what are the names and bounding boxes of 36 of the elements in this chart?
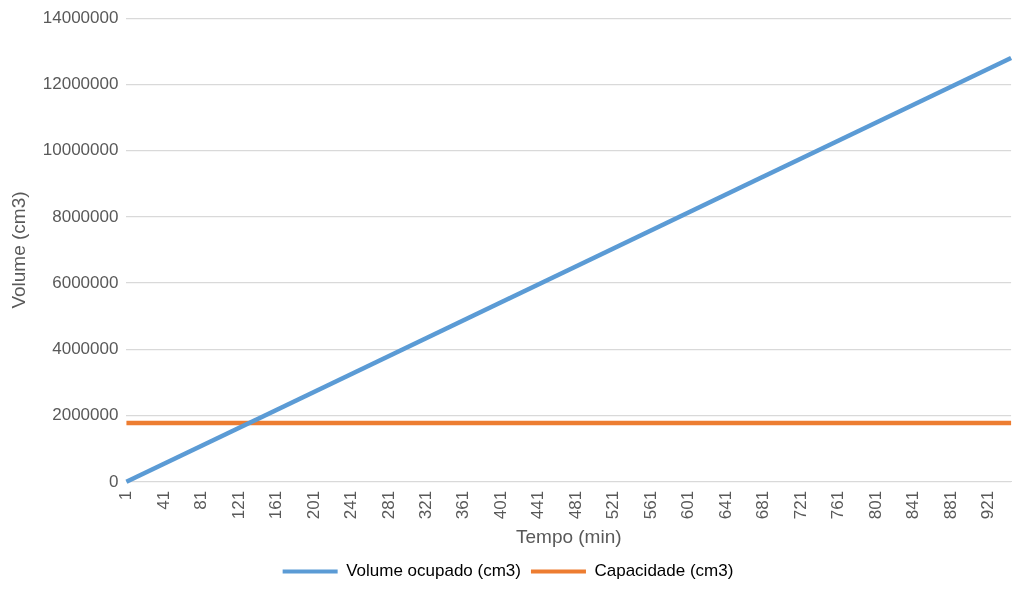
x-tick-label: 561 [640, 490, 660, 520]
x-tick-label: 521 [603, 490, 623, 520]
x-tick-label: 241 [341, 490, 361, 520]
x-tick-label: 641 [715, 490, 735, 520]
x-tick-label: 721 [790, 490, 810, 520]
y-tick-label: 8000000 [52, 206, 119, 226]
x-tick-label: 201 [303, 490, 323, 520]
x-tick-label: 881 [940, 490, 960, 520]
x-tick-label: 761 [828, 490, 848, 520]
x-tick-label: 1 [116, 490, 136, 501]
y-tick-label: 6000000 [52, 272, 119, 292]
x-tick-label: 841 [903, 490, 923, 520]
y-tick-label: 4000000 [52, 339, 119, 359]
x-tick-label: 921 [978, 490, 998, 520]
x-tick-label: 361 [453, 490, 473, 520]
y-tick-label: 12000000 [42, 74, 119, 94]
x-tick-label: 441 [528, 490, 548, 520]
legend-label: Volume ocupado (cm3) [346, 561, 521, 581]
legend-label: Capacidade (cm3) [594, 561, 734, 581]
x-tick-label: 41 [153, 490, 173, 510]
x-tick-label: 481 [565, 490, 585, 520]
x-tick-label: 601 [678, 490, 698, 520]
x-tick-label: 321 [416, 490, 436, 520]
y-tick-label: 2000000 [52, 405, 119, 425]
y-tick-label: 14000000 [42, 7, 119, 27]
x-tick-label: 161 [266, 490, 286, 520]
x-tick-label: 81 [191, 490, 211, 510]
y-tick-label: 10000000 [42, 140, 119, 160]
x-tick-label: 681 [753, 490, 773, 520]
y-axis-title: Volume (cm3) [7, 191, 29, 309]
x-tick-label: 121 [228, 490, 248, 520]
x-tick-label: 401 [490, 490, 510, 520]
x-tick-label: 281 [378, 490, 398, 520]
x-tick-label: 801 [865, 490, 885, 520]
x-axis-title: Tempo (min) [515, 525, 622, 547]
y-tick-label: 0 [108, 471, 119, 491]
